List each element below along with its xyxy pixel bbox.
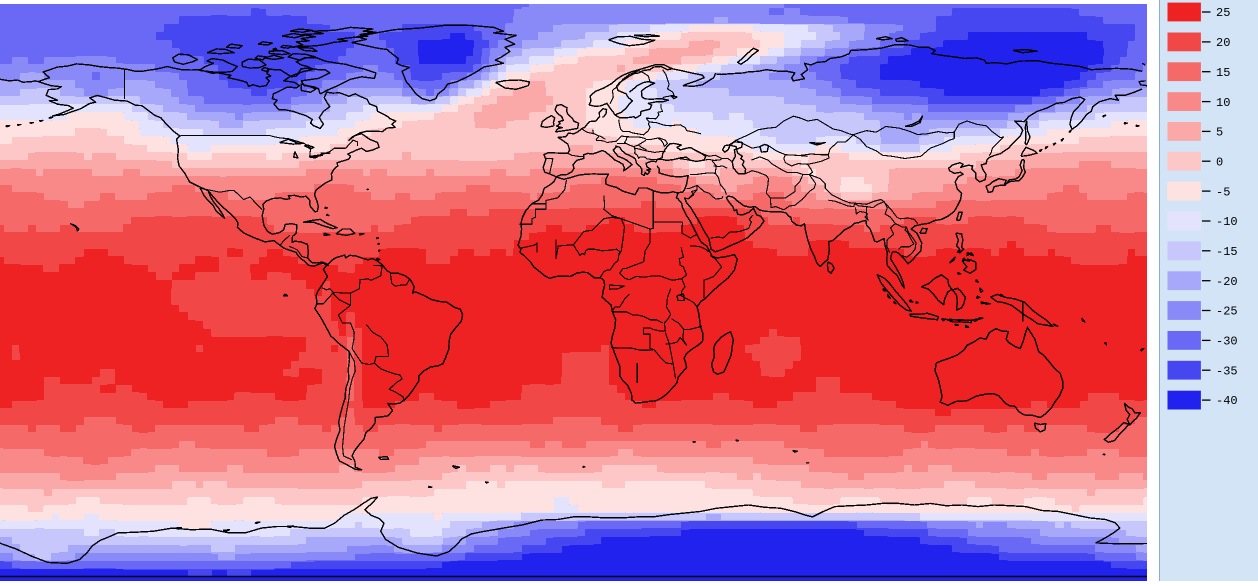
svg-text:10: 10: [1216, 96, 1230, 110]
svg-text:-35: -35: [1216, 364, 1238, 378]
svg-text:-25: -25: [1216, 305, 1238, 319]
svg-text:20: 20: [1216, 36, 1230, 50]
svg-text:-20: -20: [1216, 275, 1238, 289]
svg-text:5: 5: [1216, 126, 1223, 140]
svg-text:0: 0: [1216, 155, 1223, 169]
svg-text:-5: -5: [1216, 185, 1230, 199]
svg-text:-40: -40: [1216, 394, 1238, 408]
svg-text:25: 25: [1216, 6, 1230, 20]
svg-text:-15: -15: [1216, 245, 1238, 259]
svg-text:-10: -10: [1216, 215, 1238, 229]
svg-text:-30: -30: [1216, 335, 1238, 349]
svg-text:15: 15: [1216, 66, 1230, 80]
